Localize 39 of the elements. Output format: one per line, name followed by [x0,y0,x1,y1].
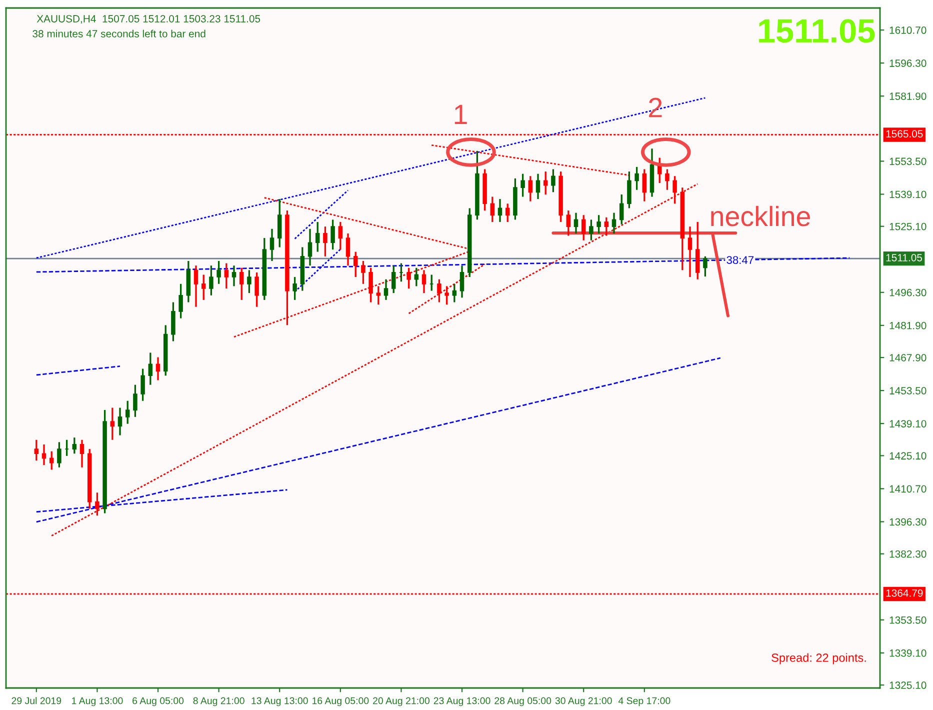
y-tick-label: 1339.10 [890,649,926,657]
x-tick-label: 13 Aug 13:00 [252,697,308,706]
y-tick-label: 1467.90 [890,354,926,362]
y-tick-label: 1581.90 [890,92,926,100]
x-tick-label: 1 Aug 13:00 [72,697,123,706]
x-tick-label: 30 Aug 21:00 [555,697,612,706]
x-tick-label: 6 Aug 05:00 [132,697,184,706]
y-tick-label: 1539.10 [890,190,926,198]
y-tick-label: 1553.50 [890,158,926,166]
annotation: neckline [711,206,810,226]
y-tick-label: 1353.50 [890,616,926,624]
annotation: 1 [454,104,467,124]
x-tick-label: 20 Aug 21:00 [373,697,430,706]
text: 38 minutes 47 seconds left to bar end [32,30,206,38]
text: XAUUSD,H4 1507.05 1512.01 1503.23 1511.05 [36,15,260,24]
x-tick-label: 23 Aug 13:00 [434,697,490,706]
ref-line-label: 1565.05 [886,130,923,138]
y-tick-label: 1325.10 [890,682,926,689]
y-tick-label: 1596.30 [890,60,926,67]
y-tick-label: 1525.10 [890,222,926,230]
y-tick-label: 1396.30 [890,518,926,526]
annotation: Spread: 22 points. [772,653,866,664]
y-tick-label: 1496.30 [890,288,926,296]
x-tick-label: 4 Sep 17:00 [618,697,670,706]
y-tick-label: 1610.70 [890,26,926,34]
x-tick-label: 8 Aug 21:00 [193,697,244,706]
y-tick-label: 1382.30 [890,550,926,558]
x-tick-label: 28 Aug 05:00 [494,697,552,706]
y-tick-label: 1439.10 [890,420,926,428]
y-tick-label: 1481.90 [890,322,926,330]
x-tick-label: 29 Jul 2019 [12,697,62,704]
y-tick-label: 1410.70 [890,485,926,493]
y-tick-label: 1425.10 [890,452,926,460]
annotation: 1511.05 [759,19,875,43]
y-tick-label: 1453.50 [890,387,926,394]
annotation: 38:47 [726,256,754,264]
ref-line-label: 1511.05 [886,254,922,262]
ref-line-label: 1364.79 [886,589,923,597]
x-tick-label: 16 Aug 05:00 [312,697,369,706]
